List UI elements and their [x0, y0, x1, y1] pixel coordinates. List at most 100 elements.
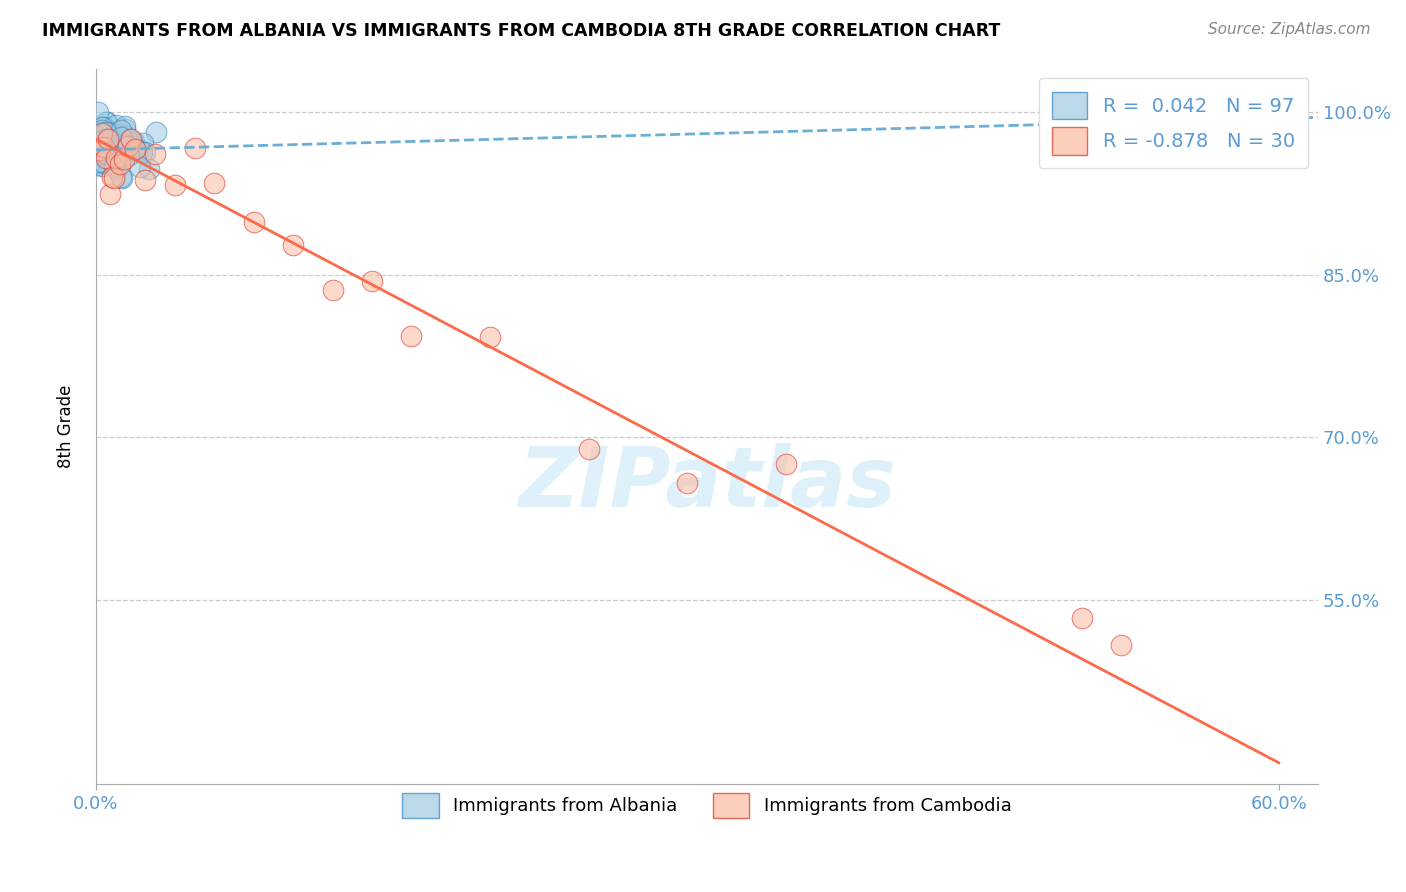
Point	[91, 142, 114, 156]
Point	[108, 157, 131, 171]
Point	[93, 133, 115, 147]
Point	[91, 155, 114, 169]
Point	[94, 128, 117, 142]
Point	[322, 284, 344, 298]
Point	[105, 162, 128, 177]
Point	[94, 157, 117, 171]
Point	[108, 134, 131, 148]
Point	[101, 153, 124, 168]
Point	[94, 155, 117, 169]
Point	[93, 140, 115, 154]
Point	[104, 151, 127, 165]
Point	[96, 114, 118, 128]
Point	[775, 457, 797, 471]
Point	[103, 143, 125, 157]
Point	[105, 127, 128, 141]
Point	[100, 155, 122, 169]
Point	[94, 152, 117, 166]
Point	[103, 159, 125, 173]
Point	[401, 329, 423, 343]
Point	[86, 104, 108, 119]
Point	[145, 125, 167, 139]
Point	[281, 238, 304, 252]
Point	[578, 442, 600, 457]
Point	[93, 138, 115, 153]
Point	[134, 173, 156, 187]
Point	[97, 150, 120, 164]
Point	[108, 152, 131, 166]
Point	[96, 132, 118, 146]
Point	[103, 145, 125, 160]
Point	[479, 330, 502, 344]
Point	[138, 162, 160, 177]
Point	[86, 145, 108, 160]
Point	[131, 145, 153, 159]
Point	[114, 122, 136, 136]
Point	[120, 132, 142, 146]
Point	[97, 147, 120, 161]
Point	[104, 119, 127, 133]
Point	[103, 154, 125, 169]
Point	[97, 125, 120, 139]
Point	[163, 178, 186, 192]
Point	[183, 140, 205, 154]
Point	[94, 146, 117, 161]
Point	[134, 145, 156, 159]
Point	[122, 143, 145, 157]
Point	[97, 131, 120, 145]
Point	[111, 170, 134, 185]
Point	[94, 115, 117, 129]
Point	[1109, 638, 1132, 652]
Point	[86, 148, 108, 162]
Point	[104, 151, 127, 165]
Point	[112, 152, 135, 166]
Point	[91, 136, 114, 151]
Point	[114, 128, 136, 143]
Point	[89, 136, 111, 150]
Point	[98, 147, 121, 161]
Point	[94, 139, 117, 153]
Point	[90, 126, 112, 140]
Point	[97, 146, 120, 161]
Y-axis label: 8th Grade: 8th Grade	[58, 384, 75, 468]
Point	[110, 170, 132, 185]
Point	[89, 143, 111, 157]
Point	[101, 169, 124, 184]
Point	[90, 129, 112, 144]
Point	[87, 141, 110, 155]
Point	[90, 125, 112, 139]
Point	[105, 137, 128, 152]
Text: ZIPatlas: ZIPatlas	[519, 443, 896, 524]
Point	[86, 156, 108, 170]
Point	[98, 156, 121, 170]
Point	[132, 136, 155, 150]
Point	[110, 129, 132, 144]
Point	[93, 156, 115, 170]
Point	[94, 147, 117, 161]
Point	[97, 132, 120, 146]
Point	[121, 132, 143, 146]
Text: Source: ZipAtlas.com: Source: ZipAtlas.com	[1208, 22, 1371, 37]
Point	[242, 215, 264, 229]
Legend: Immigrants from Albania, Immigrants from Cambodia: Immigrants from Albania, Immigrants from…	[395, 786, 1019, 825]
Point	[122, 139, 145, 153]
Point	[90, 159, 112, 173]
Point	[105, 136, 128, 151]
Point	[94, 151, 117, 165]
Point	[96, 133, 118, 147]
Point	[96, 132, 118, 146]
Point	[90, 120, 112, 135]
Point	[143, 147, 166, 161]
Point	[676, 475, 699, 490]
Point	[97, 135, 120, 149]
Point	[89, 129, 111, 144]
Point	[90, 142, 112, 156]
Point	[90, 134, 112, 148]
Point	[1070, 611, 1092, 625]
Point	[202, 176, 225, 190]
Point	[101, 142, 124, 156]
Point	[93, 120, 115, 134]
Point	[89, 130, 111, 145]
Point	[86, 158, 108, 172]
Point	[110, 123, 132, 137]
